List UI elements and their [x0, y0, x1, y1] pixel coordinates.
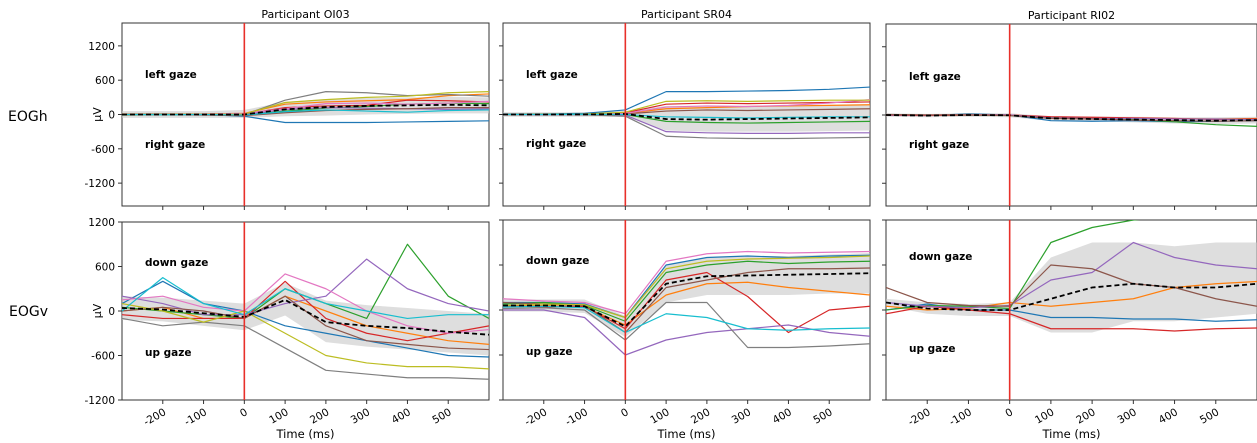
- x-tick-label: 300: [349, 406, 372, 426]
- annotation-top: left gaze: [145, 69, 197, 81]
- x-tick-label: -200: [142, 406, 169, 428]
- panel-ri02-eogh: Participant RI02 left gaze right gaze: [882, 9, 1257, 210]
- y-tick-label: 0: [108, 110, 115, 122]
- mean-line: [886, 282, 1257, 311]
- plot-area: [503, 250, 870, 356]
- panel-oi03-eogv: 1200 600 0 -600 -1200 -200 -100 0 100 200 300 400 50…: [84, 217, 490, 441]
- std-band: [503, 104, 870, 132]
- trial-line: [122, 277, 489, 320]
- annotation-bottom: up gaze: [909, 343, 955, 355]
- y-tick-label: -600: [91, 351, 115, 363]
- y-tick-label: 1200: [88, 217, 115, 229]
- trial-line: [122, 109, 489, 116]
- trial-line: [122, 302, 489, 370]
- mean-line: [503, 113, 870, 121]
- x-tick-label: 500: [811, 406, 834, 426]
- annotation-bottom: right gaze: [909, 139, 969, 151]
- trial-line: [122, 295, 489, 351]
- annotation-top: left gaze: [909, 71, 961, 83]
- x-tick-label: -100: [947, 406, 974, 428]
- annotation-top: down gaze: [145, 257, 208, 269]
- x-tick-label: 200: [1074, 406, 1097, 426]
- plot-area: [886, 113, 1257, 127]
- x-tick-label: 400: [771, 406, 794, 426]
- panel-title: Participant RI02: [1028, 9, 1115, 22]
- trial-line: [503, 309, 870, 356]
- panel-title: Participant OI03: [261, 8, 349, 21]
- x-tick-label: -200: [906, 406, 933, 428]
- annotation-bottom: up gaze: [145, 347, 191, 359]
- x-tick-label: 100: [648, 406, 671, 426]
- y-tick-label: -1200: [84, 178, 115, 190]
- trial-line: [503, 254, 870, 319]
- plot-area: [122, 243, 489, 380]
- x-tick-label: -200: [523, 406, 550, 428]
- mean-line: [503, 272, 870, 328]
- x-axis-label: Time (ms): [657, 427, 716, 441]
- trial-line: [886, 241, 1257, 309]
- std-band: [122, 282, 489, 356]
- x-tick-label: 0: [1003, 406, 1015, 420]
- mean-line: [122, 103, 489, 116]
- trial-line: [886, 264, 1257, 307]
- x-tick-label: 100: [267, 406, 290, 426]
- annotation-top: left gaze: [526, 69, 578, 81]
- trial-line: [122, 317, 489, 380]
- plot-area: [122, 91, 489, 124]
- trial-line: [503, 113, 870, 119]
- x-tick-label: 0: [238, 406, 250, 420]
- trial-line: [886, 220, 1140, 311]
- plot-area: [503, 86, 870, 140]
- row-label-eogh: EOGh: [8, 109, 48, 125]
- x-tick-label: 200: [308, 406, 331, 426]
- trial-line: [503, 255, 870, 319]
- panel-oi03-eogh: Participant OI03 1200 600 0 -600 -1200 μV left …: [84, 8, 490, 210]
- x-tick-label: 0: [619, 406, 631, 420]
- trial-line: [503, 250, 870, 315]
- x-tick-label: 200: [689, 406, 712, 426]
- trial-line: [122, 280, 489, 358]
- trial-line: [503, 301, 870, 349]
- x-tick-label: 300: [1115, 406, 1138, 426]
- y-tick-label: 600: [95, 75, 115, 87]
- x-axis-label: Time (ms): [276, 427, 335, 441]
- y-tick-label: 600: [95, 262, 115, 274]
- annotation-bottom: up gaze: [526, 346, 572, 358]
- y-tick-label: -600: [91, 144, 115, 156]
- plot-area: [886, 220, 1257, 333]
- x-tick-label: 100: [1033, 406, 1056, 426]
- y-axis-label: μV: [91, 107, 104, 122]
- annotation-top: down gaze: [909, 251, 972, 263]
- y-tick-label: 1200: [88, 41, 115, 53]
- x-tick-label: 300: [730, 406, 753, 426]
- x-tick-label: 400: [390, 406, 413, 426]
- panel-ri02-eogv: -200 -100 0 100 200 300 400 500 Time (ms) down ga…: [882, 219, 1257, 441]
- mean-line: [886, 114, 1257, 122]
- panel-title: Participant SR04: [641, 8, 732, 21]
- trial-line: [503, 305, 870, 334]
- trial-line: [886, 305, 1257, 332]
- annotation-bottom: right gaze: [526, 138, 586, 150]
- x-tick-label: -100: [563, 406, 590, 428]
- panel-sr04-eogh: Participant SR04 left gaze right gaze: [499, 8, 871, 210]
- x-tick-label: -100: [182, 406, 209, 428]
- y-axis-label: μV: [91, 303, 104, 318]
- y-tick-label: 0: [108, 306, 115, 318]
- trial-line: [886, 280, 1257, 311]
- x-tick-label: 500: [430, 406, 453, 426]
- x-tick-label: 400: [1157, 406, 1180, 426]
- y-tick-label: -1200: [84, 395, 115, 407]
- x-axis-label: Time (ms): [1042, 427, 1101, 441]
- annotation-top: down gaze: [526, 255, 589, 267]
- mean-line: [122, 298, 489, 336]
- panel-sr04-eogv: -200 -100 0 100 200 300 400 500 Time (ms) down ga…: [499, 219, 871, 441]
- std-band: [503, 253, 870, 337]
- row-label-eogv: EOGv: [9, 304, 48, 320]
- x-tick-label: 500: [1198, 406, 1221, 426]
- annotation-bottom: right gaze: [145, 139, 205, 151]
